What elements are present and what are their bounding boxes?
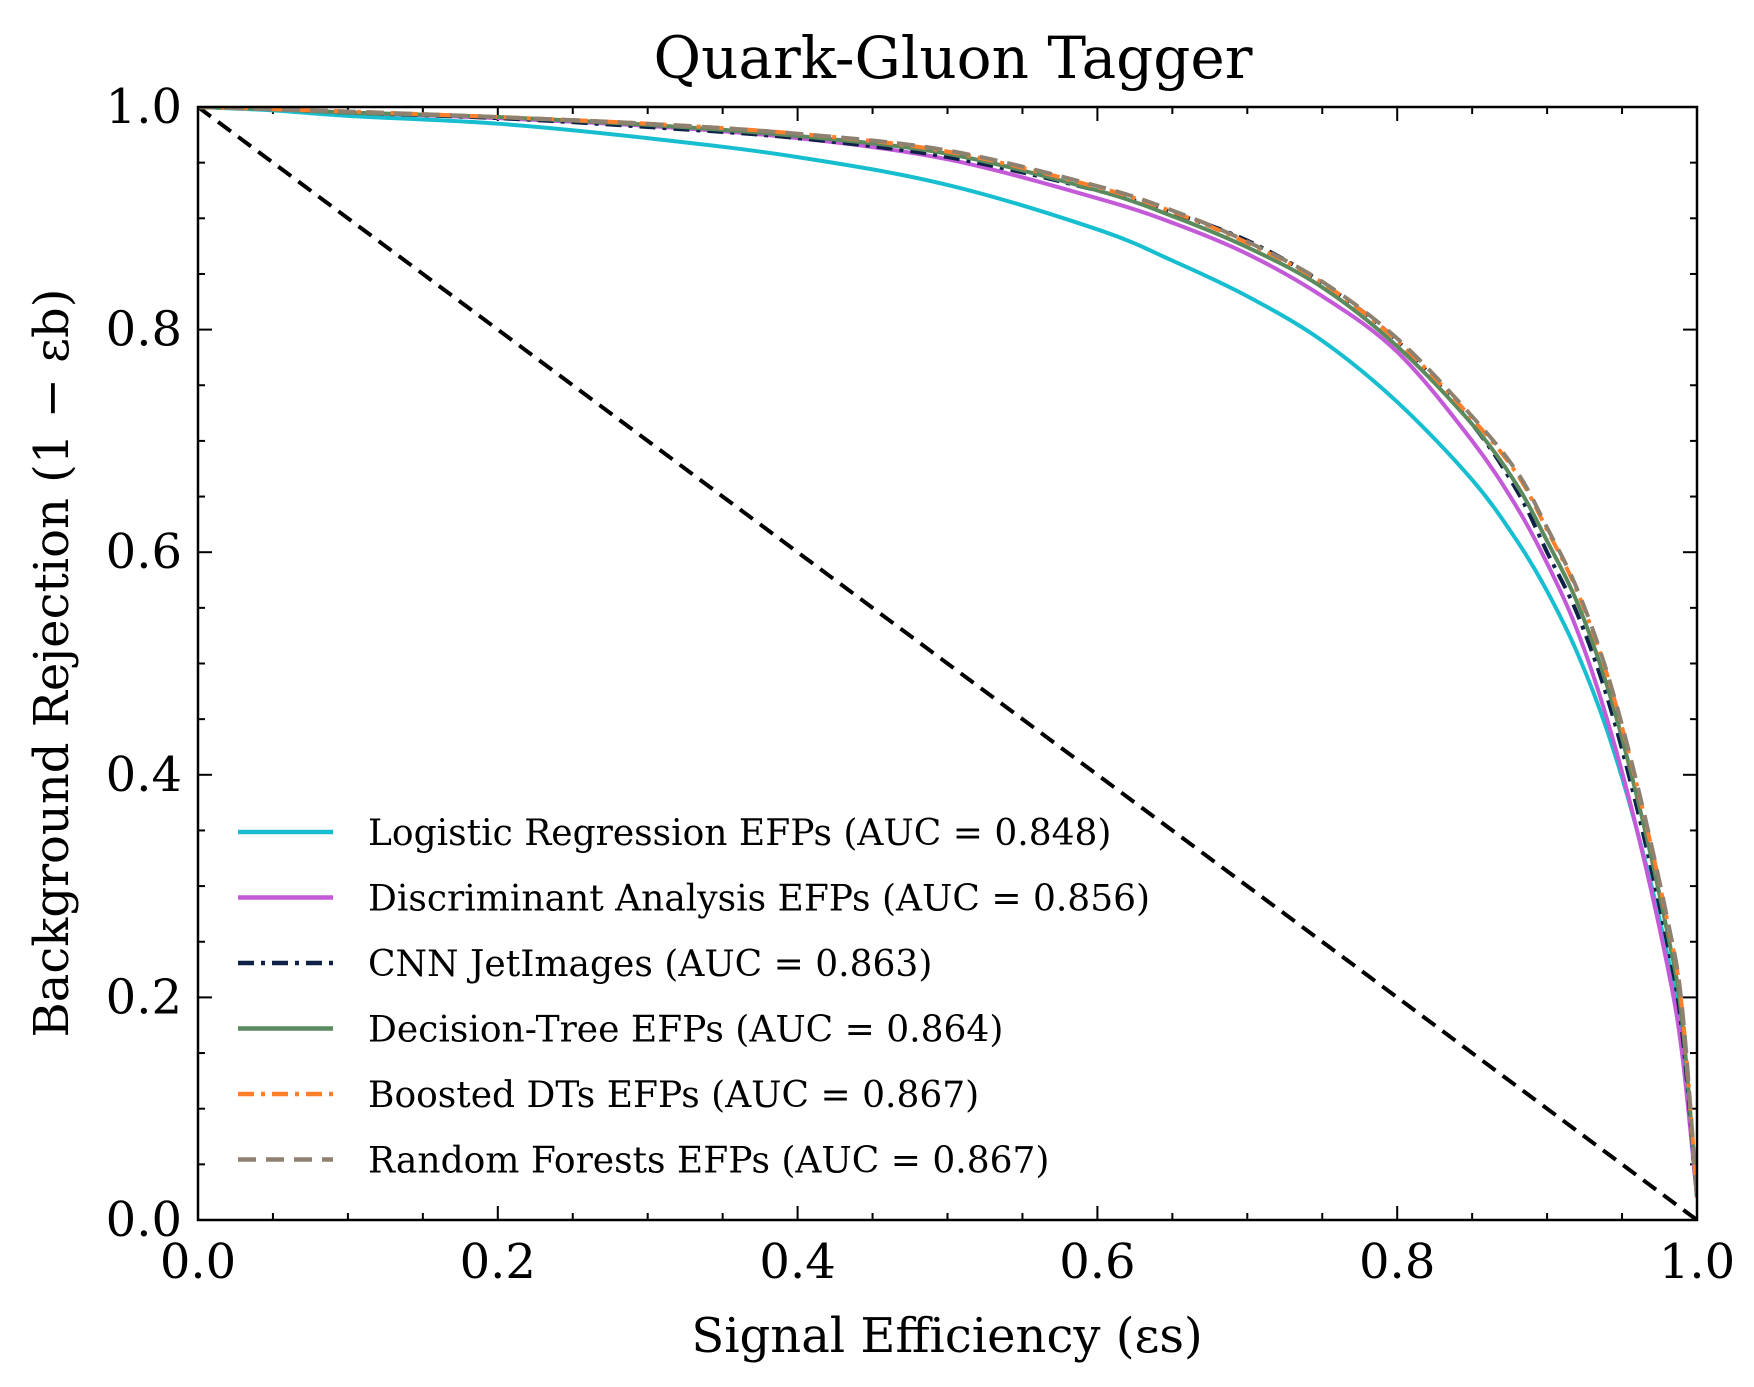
chart-title: Quark-Gluon Tagger <box>654 24 1253 92</box>
y-tick-label: 1.0 <box>106 79 182 135</box>
legend-label-2: CNN JetImages (AUC = 0.863) <box>368 944 932 985</box>
y-axis-label: Background Rejection (1 − εb) <box>24 289 80 1038</box>
axis-tick-labels: 0.0 0.2 0.4 0.6 0.8 1.0 0.0 0.2 0.4 0.6 0.8 1.0 <box>106 79 1736 1290</box>
legend: Logistic Regression EFPs (AUC = 0.848) Di… <box>238 813 1150 1182</box>
x-tick-label: 0.4 <box>759 1234 835 1290</box>
legend-label-5: Random Forests EFPs (AUC = 0.867) <box>368 1141 1049 1182</box>
series-line-5 <box>198 107 1697 1198</box>
plot-frame <box>196 105 1699 1222</box>
y-tick-label: 0.4 <box>106 747 182 803</box>
diagonal-baseline <box>198 107 1697 1220</box>
x-tick-label: 1.0 <box>1659 1234 1735 1290</box>
legend-label-0: Logistic Regression EFPs (AUC = 0.848) <box>368 813 1111 854</box>
series-layer <box>198 107 1697 1220</box>
legend-label-1: Discriminant Analysis EFPs (AUC = 0.856) <box>368 879 1150 920</box>
x-axis-label: Signal Efficiency (εs) <box>691 1308 1202 1364</box>
x-tick-label: 0.0 <box>160 1234 236 1290</box>
y-tick-label: 0.6 <box>106 524 182 580</box>
legend-label-3: Decision-Tree EFPs (AUC = 0.864) <box>368 1010 1003 1051</box>
x-tick-label: 0.8 <box>1359 1234 1435 1290</box>
x-tick-label: 0.2 <box>460 1234 536 1290</box>
y-tick-label: 0.2 <box>106 969 182 1025</box>
y-tick-label: 0.0 <box>106 1192 182 1248</box>
legend-label-4: Boosted DTs EFPs (AUC = 0.867) <box>368 1075 979 1116</box>
x-tick-label: 0.6 <box>1059 1234 1135 1290</box>
y-tick-label: 0.8 <box>106 302 182 358</box>
